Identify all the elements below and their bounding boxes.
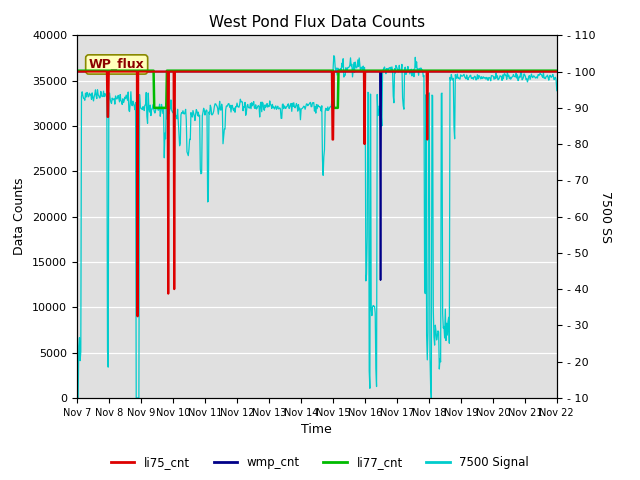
Y-axis label: 7500 SS: 7500 SS — [598, 191, 612, 242]
X-axis label: Time: Time — [301, 423, 332, 436]
Title: West Pond Flux Data Counts: West Pond Flux Data Counts — [209, 15, 425, 30]
Legend: li75_cnt, wmp_cnt, li77_cnt, 7500 Signal: li75_cnt, wmp_cnt, li77_cnt, 7500 Signal — [106, 452, 534, 474]
Y-axis label: Data Counts: Data Counts — [13, 178, 26, 255]
Text: WP_flux: WP_flux — [89, 58, 145, 71]
